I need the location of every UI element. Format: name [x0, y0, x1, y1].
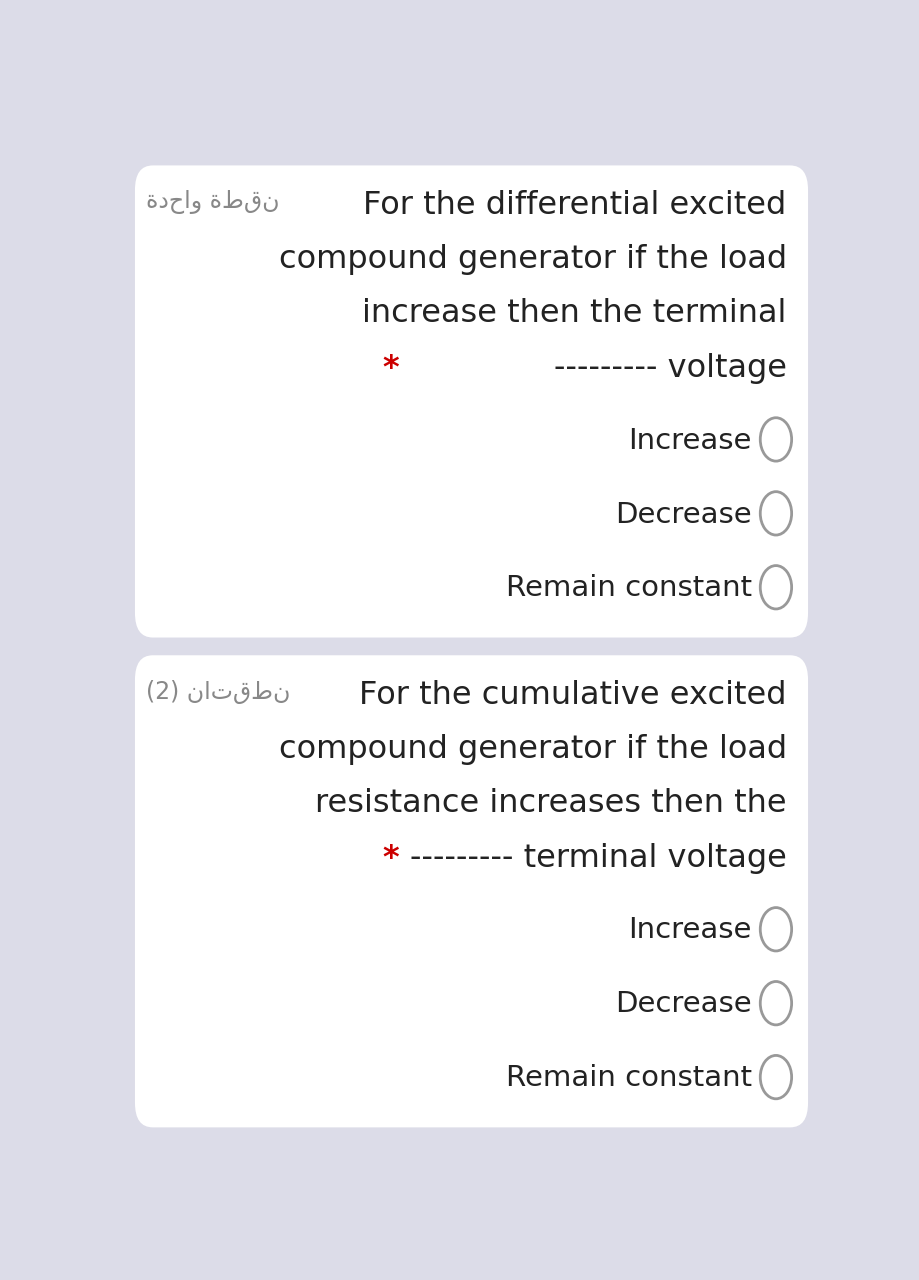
Text: Remain constant: Remain constant — [505, 575, 751, 603]
Text: Decrease: Decrease — [615, 991, 751, 1019]
Text: *: * — [382, 842, 399, 873]
Circle shape — [759, 566, 790, 609]
Text: increase then the terminal: increase then the terminal — [362, 298, 786, 329]
Text: resistance increases then the: resistance increases then the — [314, 788, 786, 819]
Text: Decrease: Decrease — [615, 500, 751, 529]
FancyBboxPatch shape — [135, 655, 807, 1128]
Text: compound generator if the load: compound generator if the load — [278, 244, 786, 275]
Text: Remain constant: Remain constant — [505, 1064, 751, 1092]
Text: Increase: Increase — [628, 426, 751, 454]
Circle shape — [759, 908, 790, 951]
Text: ةدحاو ةطقن: ةدحاو ةطقن — [145, 189, 278, 214]
Text: (2) ناتقطن: (2) ناتقطن — [145, 680, 289, 704]
Text: *: * — [382, 353, 399, 384]
Circle shape — [759, 1056, 790, 1098]
Circle shape — [759, 982, 790, 1025]
Text: Increase: Increase — [628, 916, 751, 945]
FancyBboxPatch shape — [135, 165, 807, 637]
Circle shape — [759, 417, 790, 461]
Text: --------- terminal voltage: --------- terminal voltage — [409, 842, 786, 873]
Text: For the cumulative excited: For the cumulative excited — [358, 680, 786, 710]
Text: compound generator if the load: compound generator if the load — [278, 735, 786, 765]
Circle shape — [759, 492, 790, 535]
Text: --------- voltage: --------- voltage — [553, 353, 786, 384]
Text: For the differential excited: For the differential excited — [363, 189, 786, 221]
